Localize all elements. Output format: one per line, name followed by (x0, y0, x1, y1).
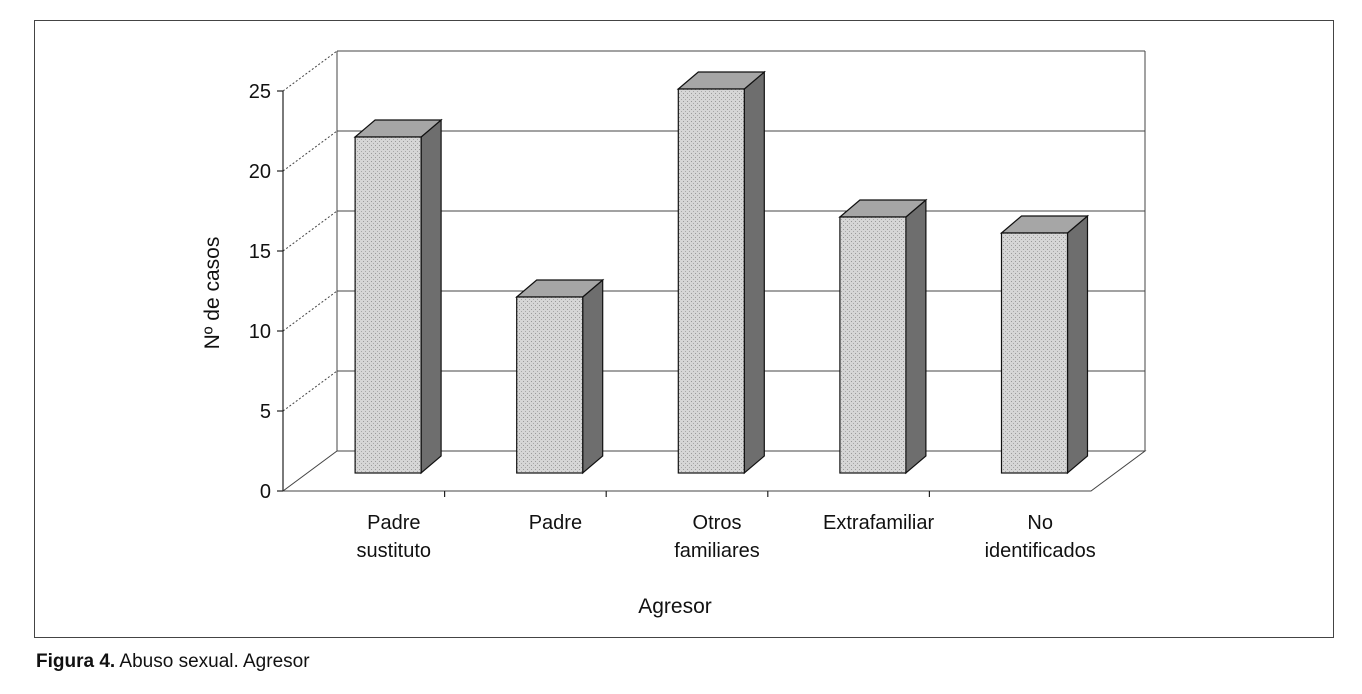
x-tick-label: Padre (529, 512, 582, 534)
x-tick-label-line: Extrafamiliar (823, 512, 934, 534)
bar-3 (838, 198, 928, 475)
y-axis-title: Nº de casos (201, 237, 224, 350)
gridline-side (282, 130, 338, 172)
gridline-side (282, 290, 338, 332)
x-tick-label-line: Otros (693, 512, 742, 534)
x-tick-label-line: Padre (529, 512, 582, 534)
x-tick-label-line: sustituto (357, 540, 431, 562)
bar-front (354, 136, 422, 474)
gridline-side (282, 370, 338, 412)
bar-front (516, 296, 584, 474)
x-tick-label: Otros familiares (674, 512, 760, 562)
y-tick-label: 15 (249, 241, 271, 263)
bar-front (839, 216, 907, 474)
bar-4 (999, 214, 1090, 475)
x-tick-label: Padre sustituto (357, 512, 431, 562)
bar-0 (353, 118, 443, 475)
bar-front (677, 88, 745, 474)
gridline-side (282, 50, 338, 92)
x-tick-label-line: familiares (674, 540, 760, 562)
bar-1 (515, 278, 605, 475)
x-tick-label: Extrafamiliar (823, 512, 934, 534)
figure-caption: Figura 4. Abuso sexual. Agresor (36, 651, 310, 673)
x-tick-label-line: No (1027, 512, 1053, 534)
y-tick-label: 5 (260, 401, 271, 423)
bar-side (420, 118, 442, 475)
bar-2 (676, 70, 766, 475)
chart-frame: 0 5 10 15 20 25 Padre sustituto Padre Otros famili… (34, 20, 1334, 638)
x-tick-label-line: identificados (985, 540, 1096, 562)
bar-chart: 0 5 10 15 20 25 Padre sustituto Padre Otros famili… (201, 50, 1147, 618)
gridline-side (282, 210, 338, 252)
bar-side (905, 198, 927, 475)
caption-label: Figura 4. (36, 651, 116, 672)
y-tick-label: 25 (249, 81, 271, 103)
x-tick-label: No identificados (985, 512, 1096, 562)
bars (353, 70, 1090, 475)
y-tick-label: 20 (249, 161, 271, 183)
bar-front (1000, 232, 1069, 474)
bar-side (743, 70, 765, 475)
y-tick-label: 0 (260, 481, 271, 503)
x-axis-title: Agresor (638, 595, 712, 618)
bar-side (1066, 214, 1089, 475)
bar-side (582, 278, 604, 475)
axis-labels: 0 5 10 15 20 25 Padre sustituto Padre Otros famili… (201, 81, 1096, 618)
caption-text: Abuso sexual. Agresor (115, 651, 310, 672)
y-tick-label: 10 (249, 321, 271, 343)
x-tick-label-line: Padre (367, 512, 420, 534)
